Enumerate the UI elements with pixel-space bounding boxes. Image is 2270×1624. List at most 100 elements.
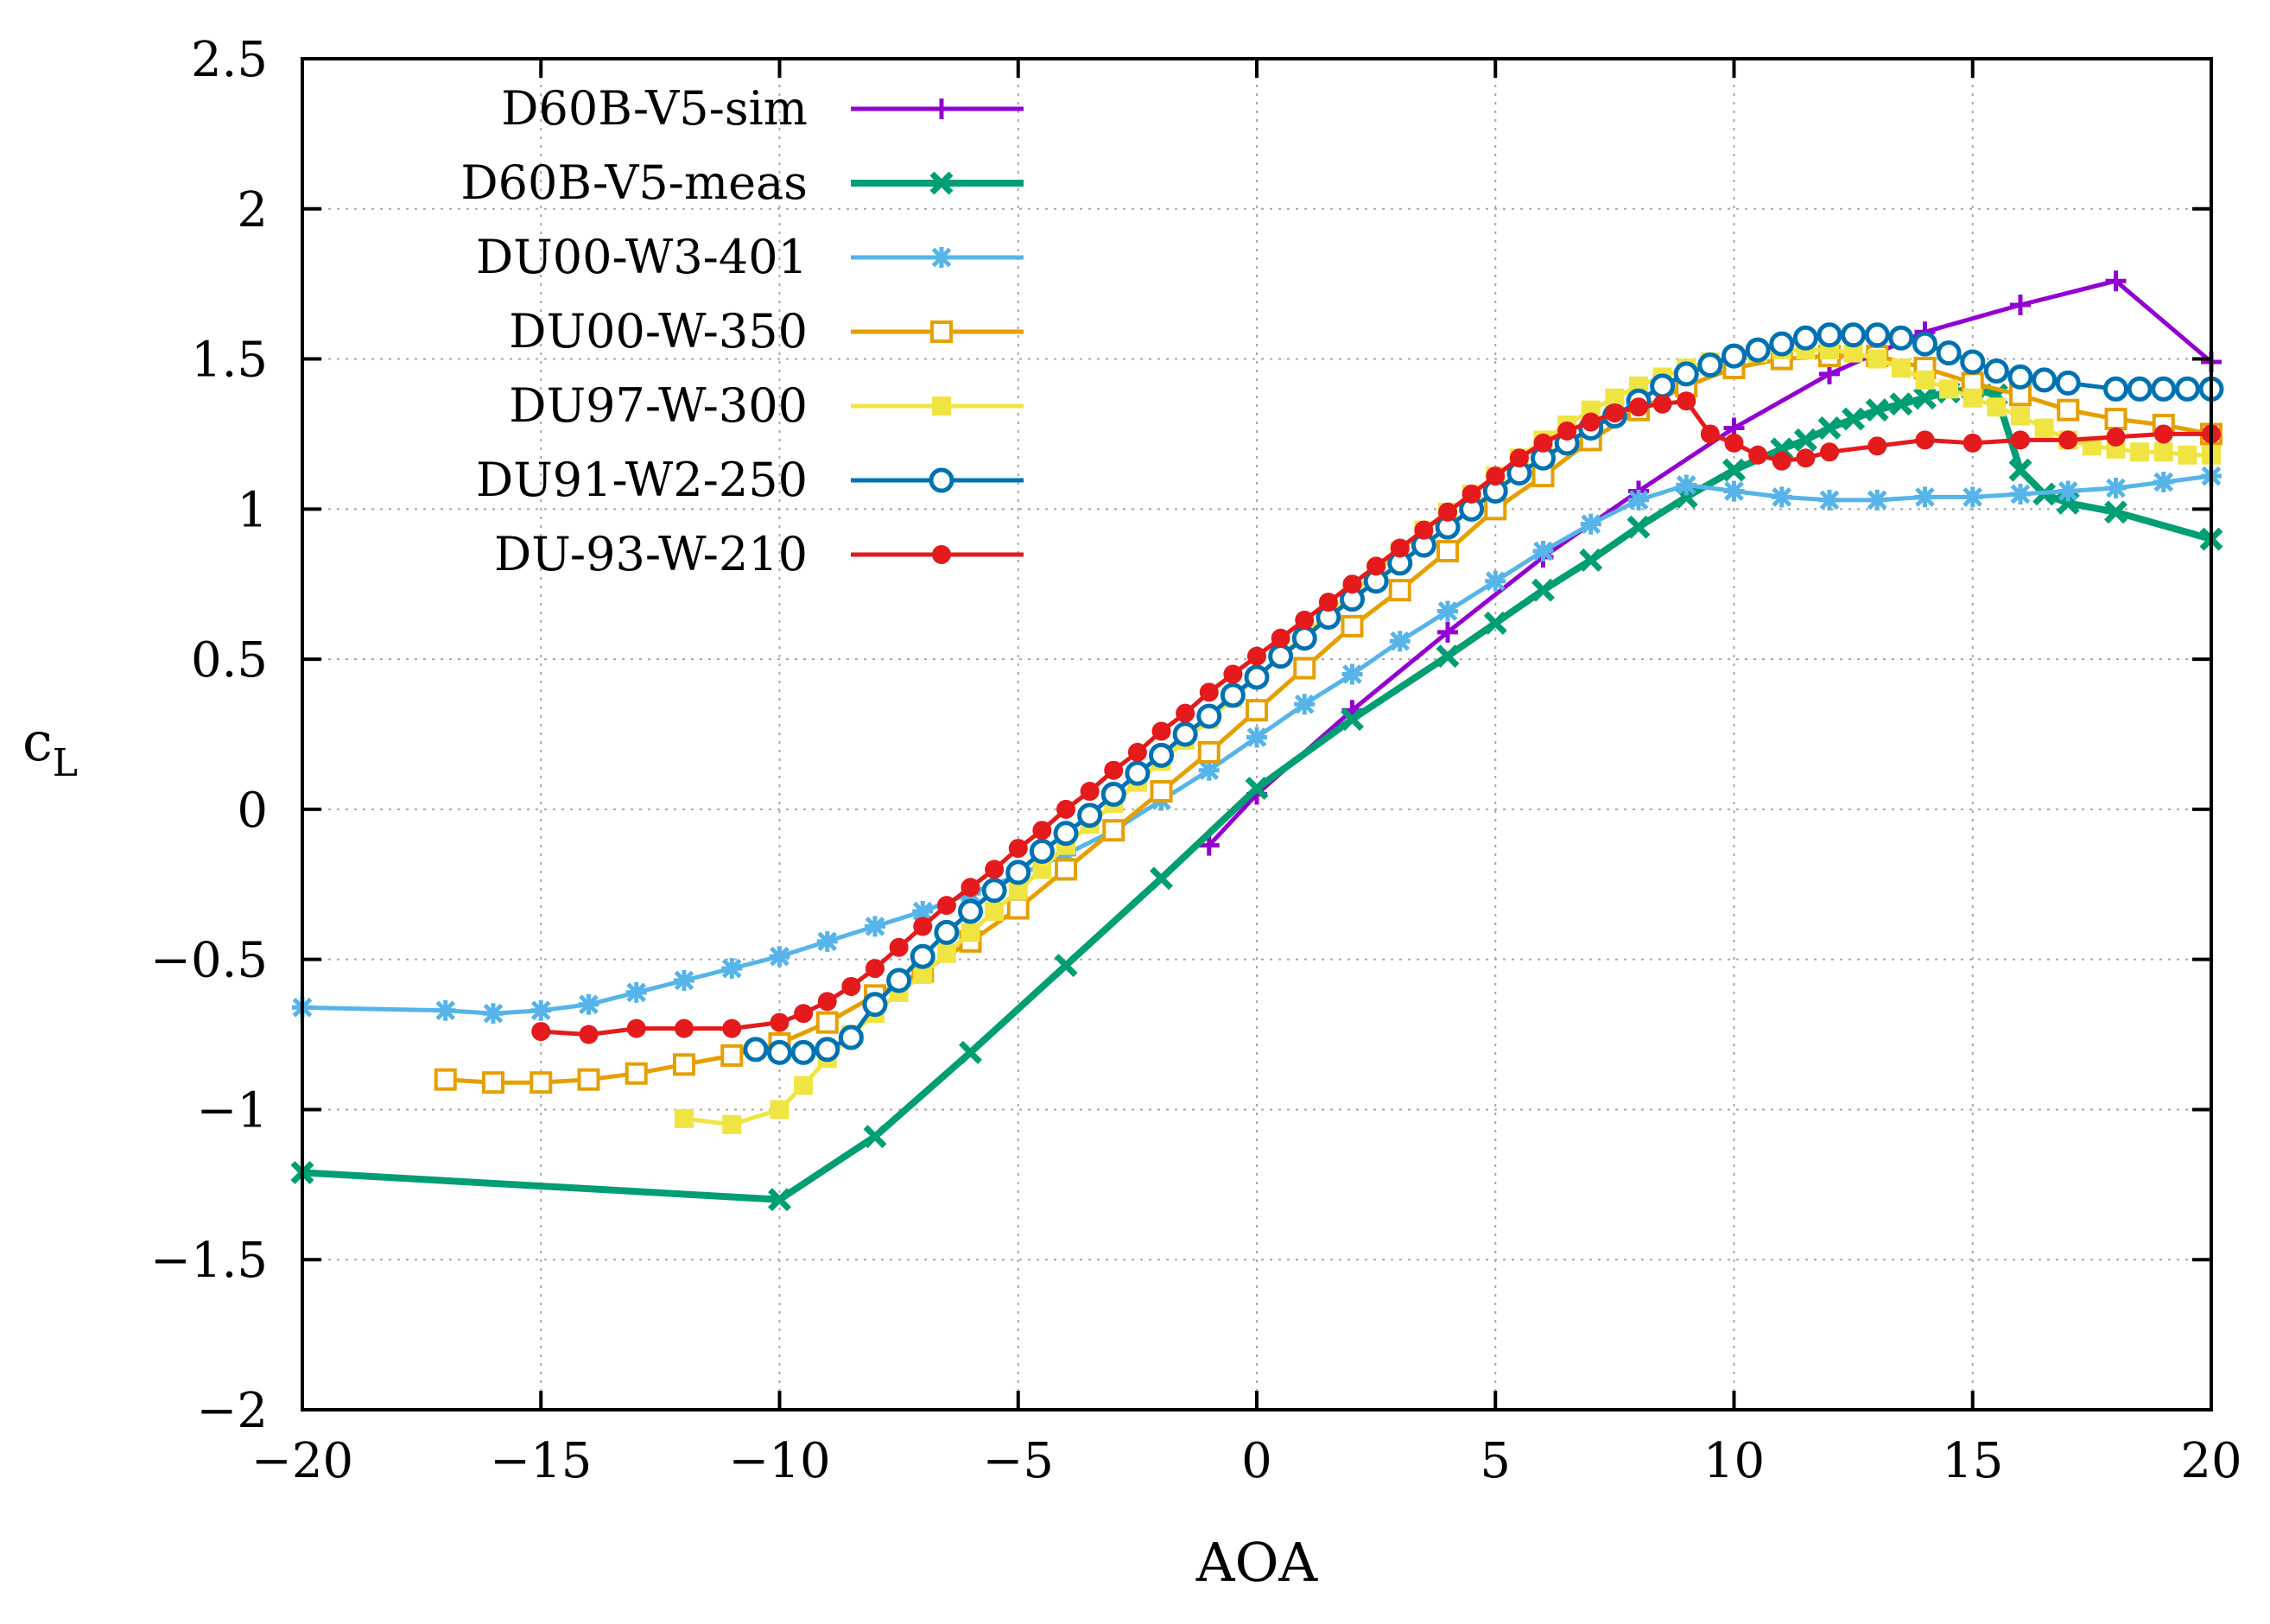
data-point <box>770 1100 789 1120</box>
data-point <box>2153 472 2174 493</box>
data-point <box>1104 760 1124 780</box>
data-point <box>1913 386 1937 410</box>
data-point <box>626 1018 646 1038</box>
data-point <box>675 1108 694 1128</box>
data-point <box>2174 376 2200 402</box>
data-point <box>1341 707 1364 732</box>
y-tick-label: −1.5 <box>150 1233 268 1289</box>
data-point <box>1198 759 1220 781</box>
x-tick-label: −20 <box>251 1433 353 1489</box>
data-point <box>1820 442 1839 462</box>
y-tick-label: 1.5 <box>191 333 268 389</box>
data-point <box>1056 799 1075 819</box>
data-point <box>767 1039 792 1065</box>
data-point <box>1485 570 1506 592</box>
data-point <box>1629 397 1648 417</box>
data-point <box>1796 448 1816 468</box>
legend-entry: DU00-W-350 <box>509 304 1024 358</box>
data-point <box>1342 574 1362 594</box>
data-point <box>743 1037 769 1063</box>
data-point <box>2032 367 2058 393</box>
data-point <box>1220 682 1246 708</box>
data-point <box>529 1071 553 1094</box>
data-point <box>1579 548 1603 572</box>
y-tick-label: 1 <box>237 482 268 538</box>
data-point <box>530 999 552 1021</box>
plot-series <box>290 270 2224 1212</box>
data-point <box>2130 442 2150 462</box>
data-point <box>2105 478 2127 499</box>
grid <box>302 59 2211 1410</box>
data-point <box>1580 513 1601 535</box>
y-axis-title: cL <box>22 710 78 785</box>
data-point <box>1032 821 1052 841</box>
x-tick-label: 0 <box>1241 1433 1272 1489</box>
data-point <box>1389 631 1411 652</box>
data-point <box>1865 398 1889 422</box>
data-point <box>1077 802 1103 828</box>
data-point <box>1915 370 1935 390</box>
series-line <box>1207 278 2213 847</box>
data-point <box>1293 657 1316 680</box>
data-point <box>1341 614 1364 638</box>
y-tick-label: 2 <box>237 182 268 238</box>
data-point <box>1793 428 1817 452</box>
data-point <box>1722 458 1746 482</box>
x-tick-label: −15 <box>490 1433 592 1489</box>
data-point <box>1125 760 1151 786</box>
axis-ticks: −20 −15 −10 −5 0 5 10 15 20 −2 −1.5 −1 −0.5 0 0.5 1 1.5 2… <box>150 32 2242 1489</box>
data-point <box>981 878 1007 904</box>
data-point <box>722 1018 742 1038</box>
data-point <box>1867 436 1887 456</box>
data-point <box>862 992 888 1018</box>
data-point <box>1867 489 1888 511</box>
data-point <box>2007 364 2033 390</box>
data-point <box>1533 433 1553 453</box>
data-point <box>1557 421 1577 441</box>
legend-swatch-marker <box>931 98 952 119</box>
data-point <box>1960 349 1986 375</box>
data-point <box>1915 430 1935 450</box>
legend-label: DU91-W2-250 <box>476 453 808 507</box>
series-line <box>683 347 2211 1127</box>
data-point <box>2082 436 2102 456</box>
data-point <box>1462 484 1481 504</box>
data-point <box>1673 361 1699 387</box>
data-point <box>720 1044 744 1067</box>
data-point <box>1962 486 1983 508</box>
legend-label: DU97-W-300 <box>509 378 808 433</box>
data-point <box>1605 403 1625 423</box>
data-point <box>1437 600 1458 622</box>
data-point <box>2058 480 2079 502</box>
data-point <box>768 1188 791 1212</box>
legend: D60B-V5-sim D60B-V5-meas DU00-W3-401 DU00-W… <box>460 81 1024 581</box>
data-point <box>434 999 456 1021</box>
data-point <box>2057 398 2080 422</box>
data-point <box>936 943 956 963</box>
legend-label: DU-93-W-210 <box>494 527 808 581</box>
legend-entry: DU-93-W-210 <box>494 527 1024 581</box>
data-point <box>2034 418 2054 438</box>
data-point <box>2011 406 2030 426</box>
data-point <box>1080 782 1100 802</box>
series-DU-93-W-210 <box>531 391 2221 1044</box>
data-point <box>912 901 934 923</box>
data-point <box>1628 489 1649 511</box>
y-tick-label: 0 <box>237 783 268 839</box>
y-tick-label: −1 <box>196 1082 268 1139</box>
data-point <box>865 916 885 937</box>
data-point <box>1388 579 1411 602</box>
data-point <box>913 965 933 985</box>
data-point <box>1268 644 1294 669</box>
x-tick-label: 5 <box>1480 1433 1511 1489</box>
legend-label: D60B-V5-sim <box>501 81 808 136</box>
data-point <box>2010 294 2031 315</box>
data-point <box>1436 644 1460 669</box>
data-point <box>1223 664 1243 684</box>
y-tick-label: 2.5 <box>191 32 268 88</box>
data-point <box>790 1039 816 1065</box>
data-point <box>866 959 885 979</box>
data-point <box>673 1053 695 1076</box>
data-point <box>815 1037 840 1063</box>
